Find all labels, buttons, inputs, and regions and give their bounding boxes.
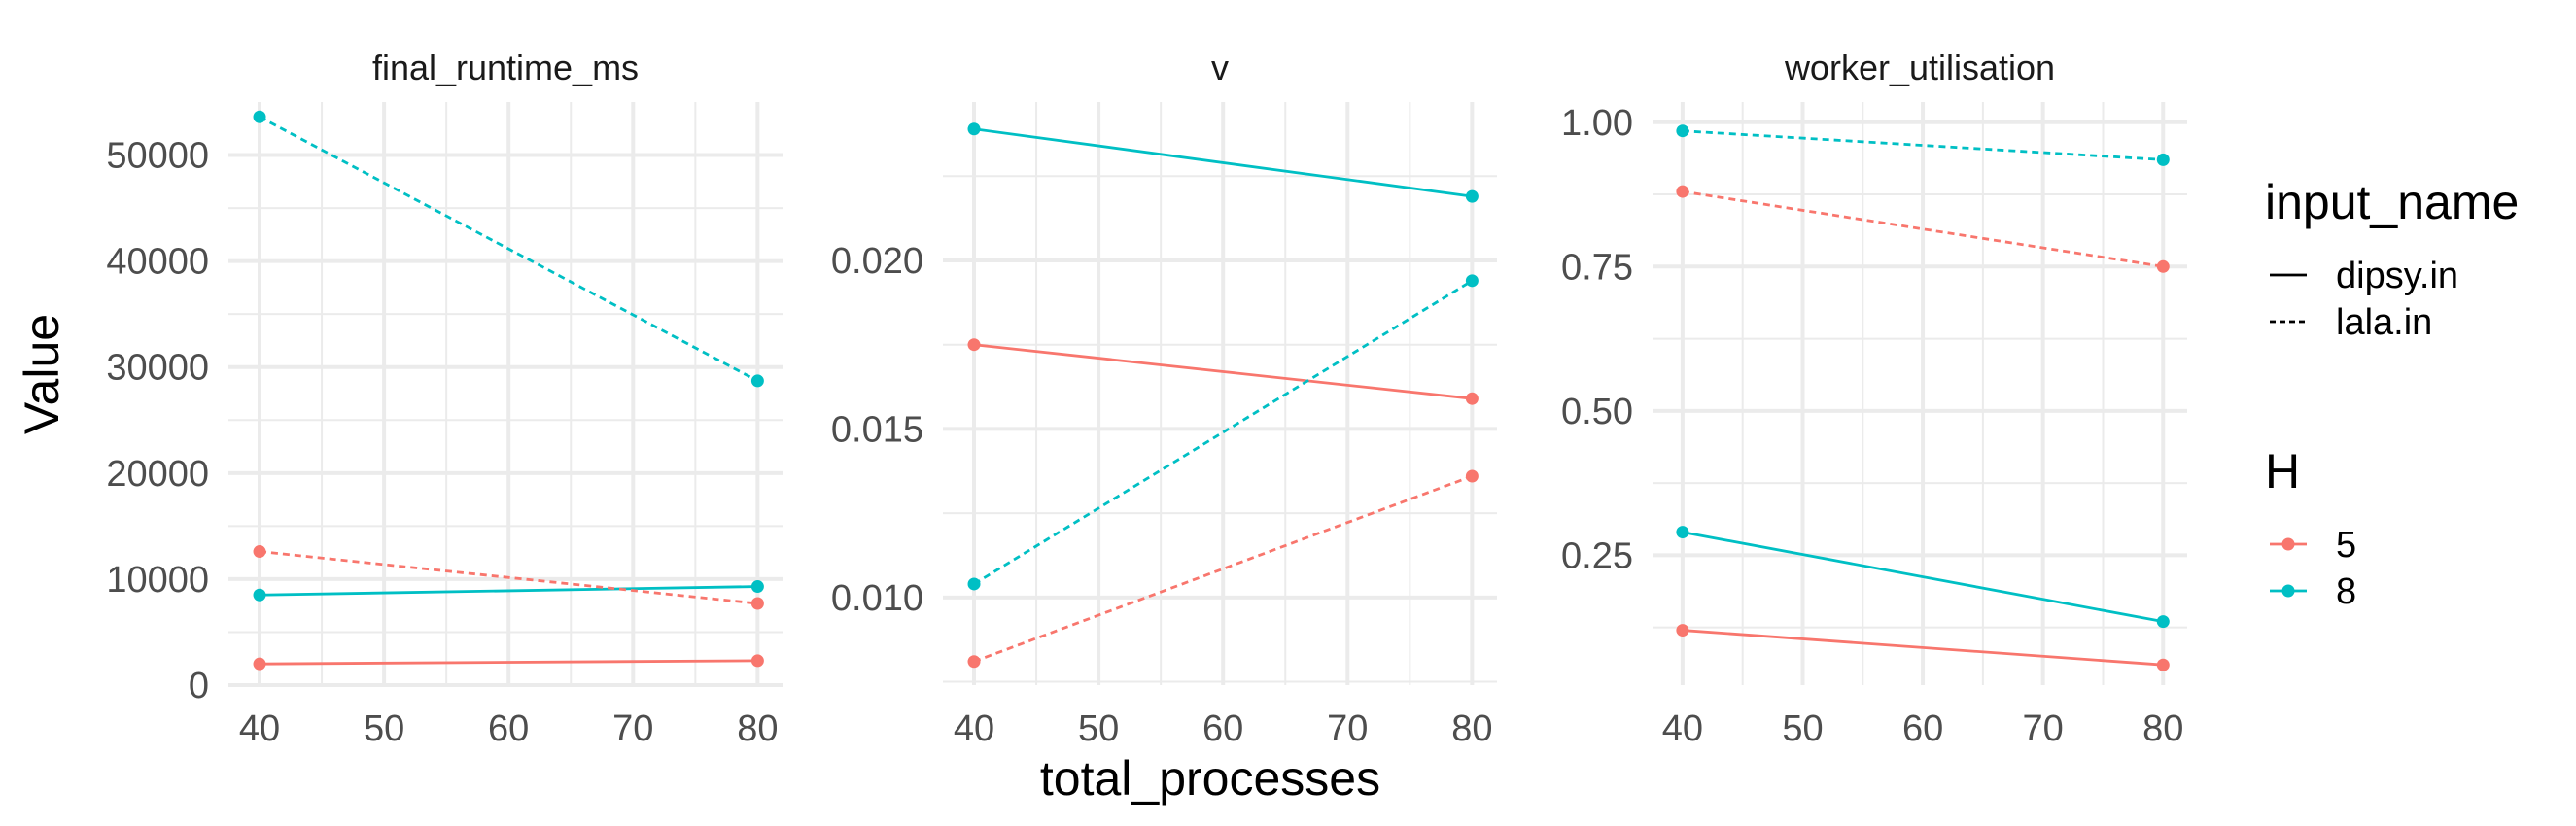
panel-title: v <box>1211 48 1229 87</box>
panel-1: final_runtime_ms 0 10000 20000 30000 40000 500… <box>106 48 783 749</box>
x-axis-title: total_processes <box>1040 751 1380 806</box>
data-point-H8-lala-in <box>967 577 981 591</box>
series-line-H5-lala-in <box>259 550 758 605</box>
y-tick-label: 1.00 <box>1561 103 1633 144</box>
data-point-H5-lala-in <box>1465 469 1479 483</box>
x-tick-label: 80 <box>2142 708 2183 749</box>
data-point-H8-lala-in <box>750 374 764 388</box>
panels: final_runtime_ms010000200003000040000500… <box>106 48 2187 749</box>
data-point-H5-dipsy-in <box>2156 658 2170 671</box>
data-point-H8-lala-in <box>253 110 266 123</box>
x-tick-label: 40 <box>239 708 280 749</box>
y-tick-label: 0 <box>189 666 209 706</box>
panel-2: v 0.010 0.015 0.020 40 50 60 70 80 <box>831 48 1497 749</box>
x-tick-label: 50 <box>1078 708 1119 749</box>
data-point-H5-dipsy-in <box>253 657 266 671</box>
x-tick-label: 70 <box>1327 708 1368 749</box>
legend-point-H5 <box>2281 537 2295 551</box>
legend-label-H8: 8 <box>2336 571 2356 612</box>
legend-label-lala-in: lala.in <box>2336 302 2432 343</box>
x-tick-label: 60 <box>488 708 529 749</box>
y-tick-label: 0.50 <box>1561 392 1633 432</box>
x-tick-label: 50 <box>1782 708 1823 749</box>
data-point-H8-dipsy-in <box>967 122 981 136</box>
series-line-H8-dipsy-in <box>1682 531 2164 624</box>
legend-linetype-items: dipsy.in lala.in <box>2270 256 2458 343</box>
x-tick-label: 80 <box>737 708 778 749</box>
x-tick-label: 60 <box>1902 708 1943 749</box>
x-tick-label: 70 <box>612 708 653 749</box>
data-point-H8-lala-in <box>2156 153 2170 166</box>
y-axis-title: Value <box>15 314 69 434</box>
y-tick-label: 0.75 <box>1561 247 1633 288</box>
y-tick-label: 40000 <box>106 242 209 283</box>
series-line-H8-lala-in <box>1682 129 2164 161</box>
data-point-H5-dipsy-in <box>967 338 981 352</box>
y-tick-label: 0.020 <box>831 241 923 282</box>
legend-color-items: 58 <box>2270 525 2356 612</box>
x-tick-label: 60 <box>1202 708 1243 749</box>
y-tick-label: 0.015 <box>831 409 923 450</box>
panel-title: final_runtime_ms <box>372 48 639 87</box>
data-point-H5-lala-in <box>967 655 981 669</box>
data-point-H5-lala-in <box>750 597 764 610</box>
series-line-H8-dipsy-in <box>973 127 1473 198</box>
x-tick-label: 70 <box>2023 708 2064 749</box>
x-tick-label: 40 <box>954 708 994 749</box>
x-tick-label: 80 <box>1451 708 1492 749</box>
series-line-H5-dipsy-in <box>973 343 1473 400</box>
y-tick-label: 10000 <box>106 560 209 601</box>
y-tick-label: 0.010 <box>831 578 923 619</box>
data-point-H8-lala-in <box>1676 124 1689 138</box>
x-tick-label: 50 <box>364 708 404 749</box>
data-point-H5-dipsy-in <box>1465 392 1479 405</box>
legend-point-H8 <box>2281 584 2295 598</box>
legend-title-linetype: input_name <box>2265 175 2519 229</box>
data-point-H5-dipsy-in <box>750 654 764 668</box>
legend-label-dipsy-in: dipsy.in <box>2336 256 2458 296</box>
data-point-H8-dipsy-in <box>1676 526 1689 539</box>
legend-label-H5: 5 <box>2336 525 2356 566</box>
y-tick-label: 50000 <box>106 136 209 177</box>
data-point-H5-lala-in <box>1676 185 1689 198</box>
y-tick-label: 20000 <box>106 454 209 495</box>
panel-3: worker_utilisation 0.25 0.50 0.75 1.00 40 50 60… <box>1561 48 2187 749</box>
series-line-H8-lala-in <box>259 116 759 383</box>
data-point-H8-lala-in <box>1465 274 1479 288</box>
data-point-H8-dipsy-in <box>750 580 764 594</box>
y-tick-label: 30000 <box>106 348 209 389</box>
x-tick-label: 40 <box>1662 708 1703 749</box>
data-point-H5-lala-in <box>253 545 266 559</box>
legend-title-color: H <box>2265 444 2300 499</box>
series-line-H5-dipsy-in <box>260 659 758 666</box>
data-point-H8-dipsy-in <box>2156 615 2170 629</box>
series-line-H8-dipsy-in <box>259 585 758 597</box>
series-line-H8-lala-in <box>973 279 1474 586</box>
data-point-H8-dipsy-in <box>1465 189 1479 203</box>
y-tick-label: 0.25 <box>1561 535 1633 576</box>
series-line-H5-dipsy-in <box>1682 629 2164 667</box>
data-point-H5-lala-in <box>2156 259 2170 273</box>
panel-title: worker_utilisation <box>1784 48 2055 87</box>
data-point-H5-dipsy-in <box>1676 624 1689 637</box>
data-point-H8-dipsy-in <box>253 588 266 602</box>
